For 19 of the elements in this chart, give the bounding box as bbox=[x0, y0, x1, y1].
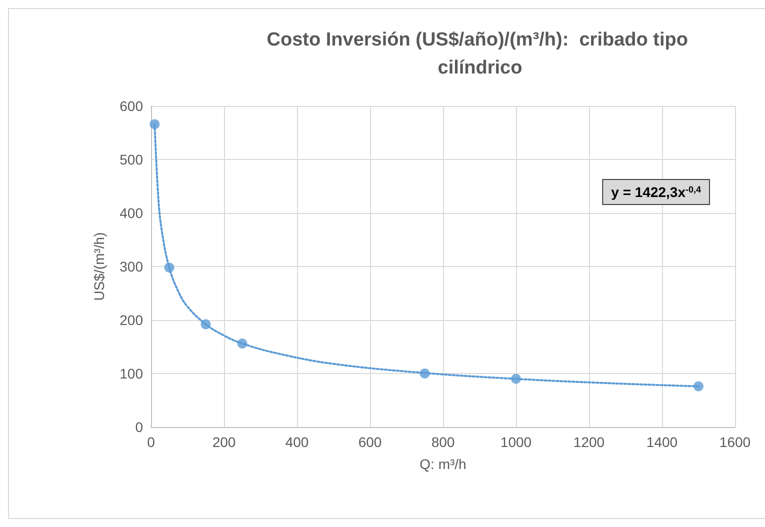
x-tick-label: 800 bbox=[431, 434, 455, 450]
x-tick-label: 1200 bbox=[573, 434, 605, 450]
chart-title: Costo Inversión (US$/año)/(m³/h): cribado tipo cilíndrico bbox=[266, 30, 694, 78]
y-tick-label: 500 bbox=[120, 152, 144, 168]
y-tick-label: 100 bbox=[120, 366, 144, 382]
x-tick-label: 0 bbox=[147, 434, 156, 450]
y-tick-label: 600 bbox=[120, 98, 144, 114]
x-tick-label: 200 bbox=[212, 434, 236, 450]
y-tick-label: 300 bbox=[120, 258, 144, 274]
x-tick-label: 1000 bbox=[500, 434, 532, 450]
x-tick-label: 1600 bbox=[719, 434, 751, 450]
y-tick-label: 200 bbox=[120, 312, 144, 328]
x-axis-title: Q: m³/h bbox=[420, 456, 466, 472]
y-tick-label: 0 bbox=[135, 419, 144, 435]
y-axis-title: US$/(m³/h) bbox=[91, 232, 107, 301]
x-tick-label: 600 bbox=[358, 434, 382, 450]
x-tick-label: 400 bbox=[285, 434, 309, 450]
x-tick-label: 1400 bbox=[646, 434, 678, 450]
y-tick-label: 400 bbox=[120, 205, 144, 221]
